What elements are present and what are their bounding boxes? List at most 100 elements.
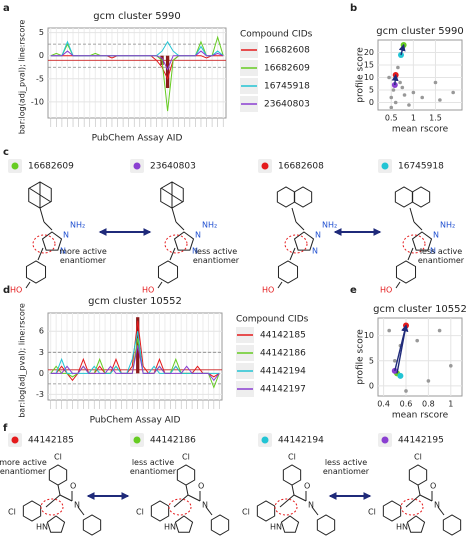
legend-label: 44142194 [260, 367, 306, 377]
ring [293, 231, 315, 251]
y-tick-label: -10 [31, 97, 44, 106]
y-tick-label: 0 [39, 369, 44, 378]
activity-label: less active enantiomer [322, 458, 370, 476]
ring [406, 515, 426, 533]
bond [277, 281, 283, 289]
atom-label: N [60, 247, 66, 256]
bond [295, 221, 305, 231]
y-axis-label: bar:log(adj_pval); line:rscore [18, 20, 27, 135]
point [404, 389, 408, 393]
point [398, 80, 402, 85]
activity-label: more active enantiomer [0, 458, 47, 476]
bond [407, 247, 414, 261]
chart-title: gcm cluster 5990 [93, 11, 180, 22]
bond [413, 221, 423, 231]
ring [174, 515, 194, 533]
x-axis-label: PubChem Assay AID [92, 134, 183, 144]
x-axis-label: mean rscore [392, 125, 449, 135]
plot-area [377, 317, 463, 397]
bond [279, 494, 295, 508]
point [415, 338, 420, 343]
y-tick-label: 10 [364, 331, 374, 340]
atom-label: HN [270, 523, 282, 532]
bond [173, 494, 189, 508]
legend-label: 44142186 [260, 349, 306, 359]
ring [277, 260, 299, 284]
point [400, 85, 405, 90]
atom-label: O [70, 482, 76, 491]
point [433, 80, 438, 85]
point [391, 88, 396, 92]
compound-cid: 23640803 [150, 162, 196, 172]
compound-cid: 16682608 [278, 162, 324, 172]
bond [291, 484, 295, 496]
compound-cid: 44142194 [278, 436, 324, 446]
atom-label: N [433, 231, 439, 240]
bond [419, 494, 433, 502]
atom-label: N [202, 501, 208, 510]
bond [57, 484, 61, 496]
series-line [50, 50, 224, 71]
y-tick-label: 0 [39, 51, 44, 60]
point [402, 93, 407, 97]
point [437, 328, 442, 333]
ring [276, 186, 296, 208]
bond [169, 247, 176, 261]
ring [293, 186, 313, 208]
bond [311, 506, 319, 516]
compound-cid: 44142186 [150, 436, 196, 446]
ring [150, 500, 170, 522]
point [387, 75, 391, 80]
panel-letter: e [350, 285, 357, 296]
stereocenter-mark [168, 498, 192, 516]
atom-label: Cl [242, 508, 250, 517]
chip-dot [381, 436, 389, 444]
legend-title: Compound CIDs [240, 30, 313, 40]
bond [171, 207, 177, 223]
chip-dot [133, 436, 141, 444]
atom-label: HO [142, 286, 154, 295]
y-tick-label: 20 [364, 48, 374, 57]
stereocenter-mark [274, 498, 298, 516]
bond [39, 207, 45, 223]
atom-label: Cl [8, 508, 16, 517]
y-tick-label: 5 [369, 356, 374, 365]
ring [256, 500, 276, 522]
atom-label: N [430, 247, 436, 256]
stereocenter-mark [32, 234, 56, 254]
arrow [391, 73, 399, 86]
bar [165, 55, 170, 88]
x-tick-label: 0.4 [377, 400, 390, 409]
ring [210, 514, 230, 536]
atom-label: N [315, 231, 321, 240]
x-axis-label: mean rscore [392, 411, 449, 421]
point [407, 103, 411, 107]
bond [395, 281, 401, 289]
atom-label: HN [396, 523, 408, 532]
arrow [398, 43, 406, 56]
panel-letter: a [3, 3, 10, 14]
point [411, 90, 416, 95]
bond [409, 207, 415, 223]
ring [46, 515, 66, 533]
plot-area [377, 39, 463, 111]
bond [289, 247, 296, 261]
atom-label: N [63, 231, 69, 240]
x-tick-label: 1.5 [429, 114, 442, 123]
chip-dot [261, 436, 269, 444]
x-tick-label: 0.6 [400, 400, 413, 409]
legend-label: 16682609 [264, 64, 310, 74]
panel-letter: b [350, 3, 357, 14]
atom-label: NH₂ [322, 221, 337, 230]
y-axis-label: bar:log(adj_pval); line:rscore [18, 303, 27, 418]
atom-label: HO [380, 286, 392, 295]
ring [41, 231, 63, 251]
bond [405, 494, 421, 508]
x-tick-label: 1 [448, 400, 453, 409]
bond [175, 221, 185, 231]
atom-label: N [308, 501, 314, 510]
ring [82, 514, 102, 536]
bond [45, 494, 61, 508]
y-tick-label: -3 [36, 390, 44, 399]
